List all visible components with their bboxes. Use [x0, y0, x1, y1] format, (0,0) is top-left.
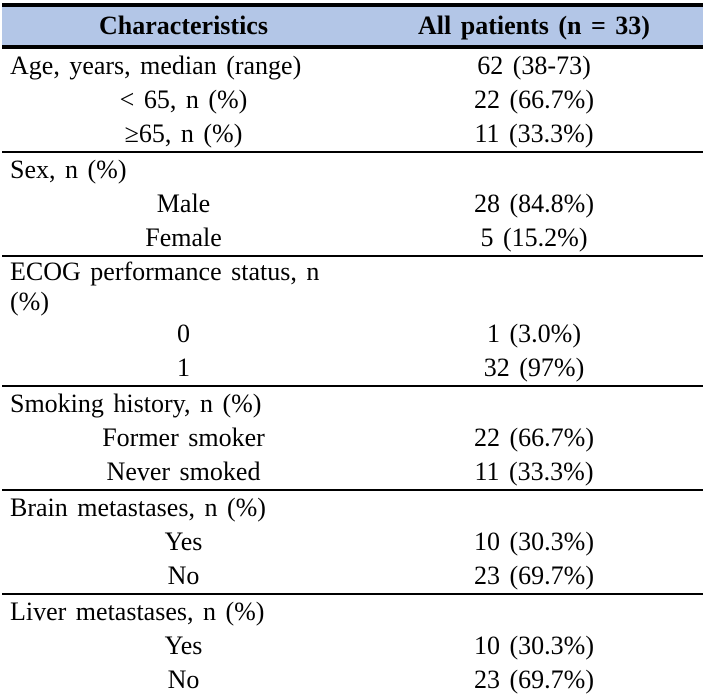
row-value-cell	[365, 386, 703, 421]
table-row: 1 32 (97%)	[2, 351, 703, 387]
row-value-cell: 32 (97%)	[365, 351, 703, 387]
row-label-cell: ECOG performance status, n (%)	[10, 257, 320, 316]
row-label-cell: No	[2, 663, 365, 697]
row-value-cell: 11 (33.3%)	[365, 455, 703, 491]
table-row: Age, years, median (range) 62 (38-73)	[2, 47, 703, 83]
row-label-cell: Never smoked	[2, 455, 365, 491]
row-value-cell: 28 (84.8%)	[474, 189, 594, 218]
table-row: No 23 (69.7%)	[2, 663, 703, 697]
table-row: ECOG performance status, n (%)	[2, 256, 703, 317]
row-value-cell: 10 (30.3%)	[474, 631, 594, 660]
table-row: < 65, n (%) 22 (66.7%)	[2, 83, 703, 117]
row-label-cell: Age, years, median (range)	[10, 51, 302, 80]
row-value-cell: 11 (33.3%)	[365, 117, 703, 153]
table-body: Age, years, median (range) 62 (38-73) < …	[2, 47, 703, 697]
table-row: Yes 10 (30.3%)	[2, 629, 703, 663]
row-value-cell: 1 (3.0%)	[487, 319, 581, 348]
patient-characteristics-table: Characteristics All patients (n = 33) Ag…	[2, 3, 703, 697]
table-row: Male 28 (84.8%)	[2, 187, 703, 221]
row-value-cell	[365, 490, 703, 525]
row-value-cell: 22 (66.7%)	[474, 85, 594, 114]
row-label-cell: Yes	[164, 527, 203, 556]
table-row: Female 5 (15.2%)	[2, 221, 703, 257]
table-row: ≥65, n (%) 11 (33.3%)	[2, 117, 703, 153]
row-label-cell: ≥65, n (%)	[2, 117, 365, 153]
row-label-cell: Male	[156, 189, 211, 218]
table-row: Former smoker 22 (66.7%)	[2, 421, 703, 455]
row-value-cell: 22 (66.7%)	[474, 423, 594, 452]
row-label-cell: Yes	[164, 631, 203, 660]
row-label-cell: 0	[177, 319, 190, 348]
row-label-cell: < 65, n (%)	[119, 85, 248, 114]
table-row: 0 1 (3.0%)	[2, 317, 703, 351]
table-row: Never smoked 11 (33.3%)	[2, 455, 703, 491]
row-label-cell: No	[2, 559, 365, 595]
row-value-cell: 5 (15.2%)	[365, 221, 703, 257]
row-label-cell: Liver metastases, n (%)	[10, 597, 265, 626]
header-all-patients: All patients (n = 33)	[365, 3, 703, 49]
row-value-cell: 23 (69.7%)	[365, 559, 703, 595]
table-header-row: Characteristics All patients (n = 33)	[2, 3, 703, 49]
row-value-cell: 10 (30.3%)	[474, 527, 594, 556]
row-value-cell	[365, 256, 703, 317]
row-label-cell: Smoking history, n (%)	[10, 389, 262, 418]
row-value-cell	[365, 594, 703, 629]
row-label-cell: Brain metastases, n (%)	[10, 493, 266, 522]
table-row: No 23 (69.7%)	[2, 559, 703, 595]
row-value-cell: 23 (69.7%)	[365, 663, 703, 697]
row-label-cell: Sex, n (%)	[10, 155, 127, 184]
table-row: Liver metastases, n (%)	[2, 594, 703, 629]
table-row: Brain metastases, n (%)	[2, 490, 703, 525]
header-characteristics: Characteristics	[2, 3, 365, 49]
table-row: Sex, n (%)	[2, 152, 703, 187]
row-label-cell: 1	[2, 351, 365, 387]
row-value-cell: 62 (38-73)	[477, 51, 591, 80]
table-row: Yes 10 (30.3%)	[2, 525, 703, 559]
table-row: Smoking history, n (%)	[2, 386, 703, 421]
row-label-cell: Former smoker	[102, 423, 265, 452]
row-label-cell: Female	[2, 221, 365, 257]
row-value-cell	[365, 152, 703, 187]
